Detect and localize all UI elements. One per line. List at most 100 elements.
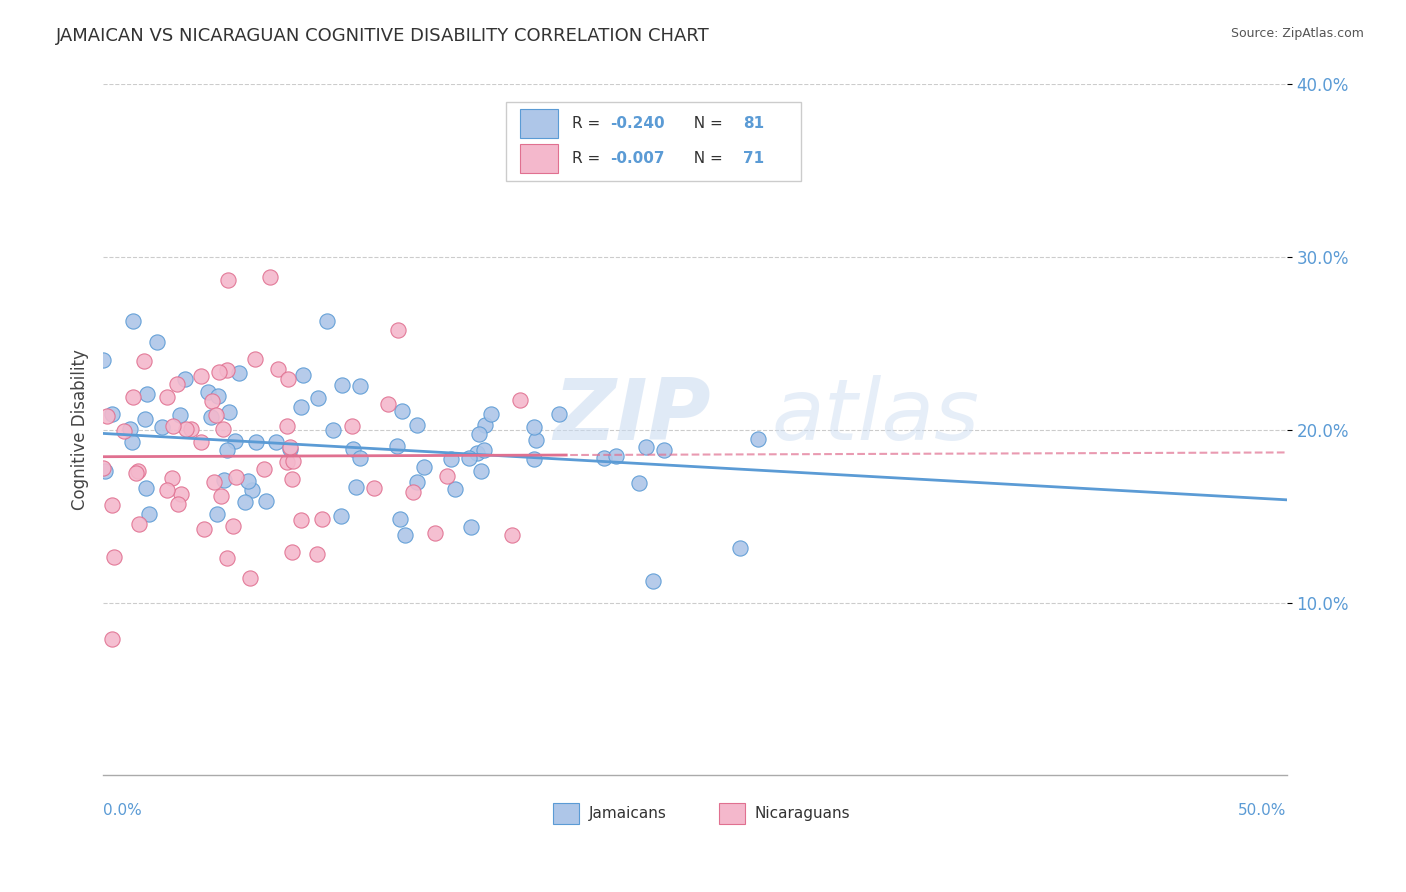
Text: -0.240: -0.240 — [610, 116, 664, 130]
Point — [174, 372, 197, 386]
Point — [46, 352, 69, 367]
Point — [46, 444, 69, 458]
Point — [278, 441, 301, 455]
Point — [25, 610, 48, 624]
Point — [641, 574, 664, 588]
Text: 50.0%: 50.0% — [1239, 803, 1286, 818]
Point — [593, 450, 616, 465]
Point — [156, 483, 179, 497]
Point — [267, 361, 290, 376]
Point — [125, 466, 148, 480]
Text: Source: ZipAtlas.com: Source: ZipAtlas.com — [1230, 27, 1364, 40]
Point — [127, 463, 149, 477]
Point — [254, 494, 277, 508]
Point — [479, 407, 502, 421]
Point — [266, 434, 288, 449]
Point — [728, 541, 751, 555]
Point — [207, 508, 229, 522]
Point — [290, 400, 312, 414]
Point — [342, 442, 364, 456]
Point — [747, 432, 769, 446]
Point — [259, 270, 281, 285]
Point — [240, 483, 263, 497]
Point — [281, 471, 304, 485]
Point — [48, 401, 70, 415]
Point — [56, 367, 79, 381]
Point — [443, 482, 465, 496]
Point — [315, 314, 337, 328]
Point — [243, 351, 266, 366]
Point — [253, 461, 276, 475]
Point — [307, 547, 329, 561]
Point — [201, 393, 224, 408]
Point — [439, 452, 461, 467]
Point — [391, 403, 413, 417]
Point — [200, 409, 222, 424]
Text: N =: N = — [685, 151, 728, 166]
Point — [405, 475, 427, 489]
Point — [120, 422, 142, 436]
Point — [501, 528, 523, 542]
Point — [239, 571, 262, 585]
Point — [276, 455, 298, 469]
Point — [332, 377, 354, 392]
Point — [346, 480, 368, 494]
Point — [311, 511, 333, 525]
Point — [307, 391, 329, 405]
Point — [135, 481, 157, 495]
Point — [292, 368, 315, 383]
Point — [100, 498, 122, 512]
Point — [22, 414, 45, 428]
Point — [91, 461, 114, 475]
Point — [278, 442, 301, 457]
Text: 71: 71 — [744, 151, 765, 166]
Point — [135, 386, 157, 401]
Point — [138, 508, 160, 522]
Point — [146, 335, 169, 350]
Point — [212, 473, 235, 487]
Point — [94, 464, 117, 478]
Point — [522, 420, 544, 434]
Point — [474, 418, 496, 433]
Point — [457, 451, 479, 466]
Point — [180, 422, 202, 436]
Text: -0.007: -0.007 — [610, 151, 664, 166]
Point — [363, 481, 385, 495]
Point — [101, 408, 124, 422]
Text: R =: R = — [572, 151, 605, 166]
Y-axis label: Cognitive Disability: Cognitive Disability — [72, 350, 89, 510]
Point — [82, 442, 104, 457]
Point — [605, 449, 627, 463]
Point — [406, 418, 429, 433]
Point — [217, 272, 239, 286]
Point — [627, 475, 650, 490]
Point — [233, 495, 256, 509]
Point — [636, 440, 658, 454]
Point — [176, 422, 198, 436]
Point — [280, 545, 302, 559]
Point — [468, 427, 491, 442]
Point — [236, 474, 259, 488]
Point — [330, 509, 353, 524]
Point — [202, 475, 225, 490]
FancyBboxPatch shape — [520, 110, 558, 138]
Point — [169, 487, 191, 501]
Point — [394, 528, 416, 542]
Point — [150, 420, 173, 434]
Point — [122, 314, 145, 328]
Point — [385, 439, 408, 453]
FancyBboxPatch shape — [553, 803, 579, 824]
Text: JAMAICAN VS NICARAGUAN COGNITIVE DISABILITY CORRELATION CHART: JAMAICAN VS NICARAGUAN COGNITIVE DISABIL… — [56, 27, 710, 45]
Point — [222, 519, 245, 533]
Point — [132, 354, 155, 368]
Point — [652, 443, 675, 458]
Point — [474, 443, 496, 458]
Text: 0.0%: 0.0% — [103, 803, 142, 818]
Point — [277, 372, 299, 386]
Point — [0, 438, 6, 452]
Point — [121, 435, 143, 450]
Point — [190, 368, 212, 383]
Point — [38, 392, 60, 406]
Text: N =: N = — [685, 116, 728, 130]
Point — [215, 362, 238, 376]
